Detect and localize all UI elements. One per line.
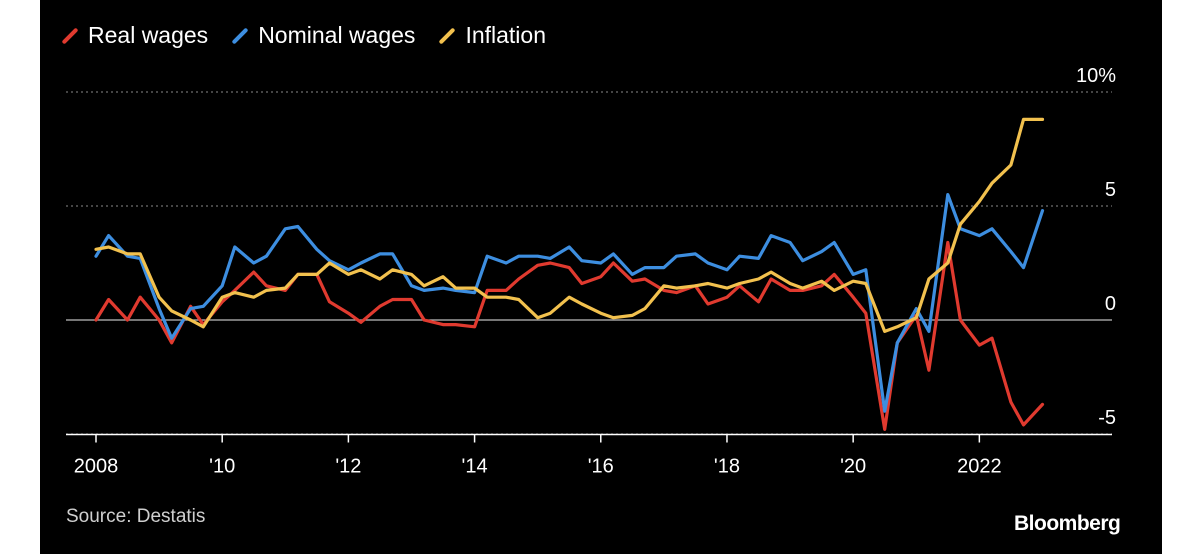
tick-labels: 10% 5 0 -5 2008 '10 '12 '14 '16 '18 '20 2022 [74, 65, 1116, 478]
source-note: Source: Destatis [66, 506, 206, 527]
x-tick-label: '12 [335, 456, 361, 478]
series-line-nominal-wages [94, 193, 1045, 413]
legend-label: Inflation [465, 22, 546, 48]
legend-swatch-inflation [438, 27, 456, 44]
x-tick-label: 2022 [957, 456, 1002, 478]
series-lines [94, 117, 1045, 431]
y-tick-label: 10% [1076, 65, 1116, 87]
x-tick-label: '10 [209, 456, 235, 478]
legend-swatch-nominal-wages [231, 27, 249, 44]
x-tick-label: '14 [462, 456, 488, 478]
legend-label: Real wages [88, 22, 209, 48]
y-tick-label: 0 [1105, 293, 1116, 315]
y-tick-label: 5 [1105, 179, 1116, 201]
series-line-real-wages [94, 240, 1045, 431]
legend-swatch-real-wages [61, 27, 79, 44]
legend-item-inflation: Inflation [437, 22, 546, 49]
x-tick-label: '16 [588, 456, 614, 478]
x-axis [66, 433, 1112, 443]
bloomberg-logo: Bloomberg [1014, 512, 1121, 535]
legend: Real wages Nominal wages Inflation [60, 22, 546, 49]
x-tick-label: '18 [714, 456, 740, 478]
x-tick-label: 2008 [74, 456, 119, 478]
series-line-inflation [94, 117, 1045, 333]
legend-item-nominal-wages: Nominal wages [230, 22, 415, 49]
legend-label: Nominal wages [258, 22, 416, 48]
legend-item-real-wages: Real wages [60, 22, 208, 49]
y-tick-label: -5 [1098, 407, 1116, 429]
x-tick-label: '20 [840, 456, 866, 478]
